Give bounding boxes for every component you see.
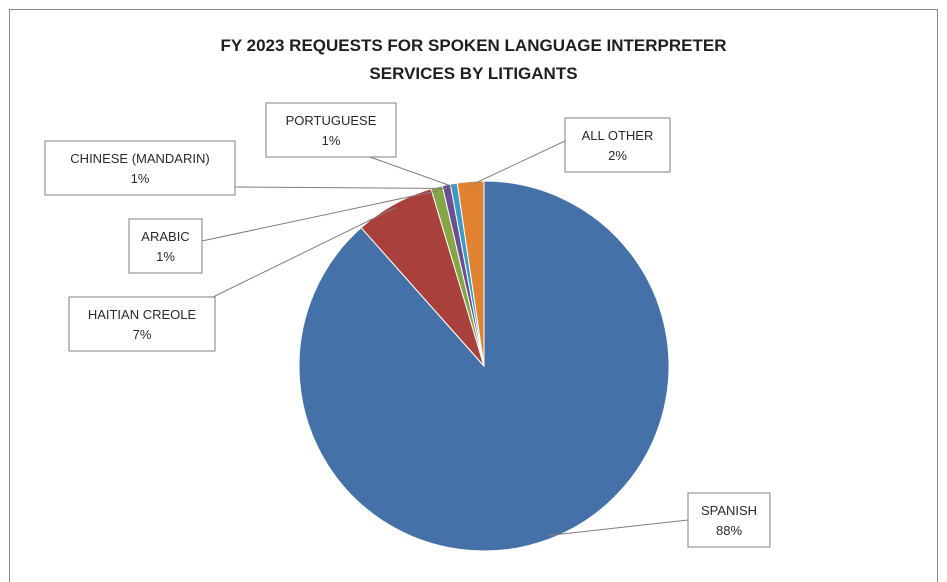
chart-title-line-1: FY 2023 REQUESTS FOR SPOKEN LANGUAGE INT… xyxy=(220,36,727,55)
data-label-portuguese: PORTUGUESE 1% xyxy=(265,102,397,158)
data-label-category: ARABIC xyxy=(141,229,189,244)
pie-slices xyxy=(298,180,670,552)
data-label-box xyxy=(44,140,236,196)
leader-lines xyxy=(201,140,689,536)
data-label-category: ALL OTHER xyxy=(582,128,654,143)
pie-slice-spanish xyxy=(298,180,670,552)
data-label-arabic: ARABIC 1% xyxy=(128,218,203,274)
data-label-all-other: ALL OTHER 2% xyxy=(564,117,671,173)
leader-line-all-other xyxy=(470,140,566,186)
pie-slice-all-other xyxy=(456,180,485,367)
data-label-percent: 1% xyxy=(131,171,150,186)
leader-line-chinese-mandarin xyxy=(234,186,448,190)
data-label-percent: 1% xyxy=(322,133,341,148)
data-label-box xyxy=(128,218,203,274)
data-label-haitian-creole: HAITIAN CREOLE 7% xyxy=(68,296,216,352)
data-label-percent: 2% xyxy=(608,148,627,163)
data-label-category: SPANISH xyxy=(701,503,757,518)
leader-line-portuguese xyxy=(369,156,455,188)
data-label-box xyxy=(265,102,397,158)
data-label-percent: 7% xyxy=(133,327,152,342)
data-label-box xyxy=(68,296,216,352)
data-label-spanish: SPANISH 88% xyxy=(687,492,771,548)
data-label-category: PORTUGUESE xyxy=(286,113,377,128)
data-label-chinese-mandarin: CHINESE (MANDARIN) 1% xyxy=(44,140,236,196)
data-label-box xyxy=(564,117,671,173)
leader-line-haitian-creole xyxy=(212,207,396,298)
data-label-category: HAITIAN CREOLE xyxy=(88,307,197,322)
data-label-box xyxy=(687,492,771,548)
chart-title: FY 2023 REQUESTS FOR SPOKEN LANGUAGE INT… xyxy=(0,32,947,88)
data-label-percent: 88% xyxy=(716,523,742,538)
chart-title-line-2: SERVICES BY LITIGANTS xyxy=(369,64,578,83)
leader-line-arabic xyxy=(201,190,438,242)
data-label-category: CHINESE (MANDARIN) xyxy=(70,151,209,166)
leader-line-spanish xyxy=(548,519,689,536)
data-label-percent: 1% xyxy=(156,249,175,264)
